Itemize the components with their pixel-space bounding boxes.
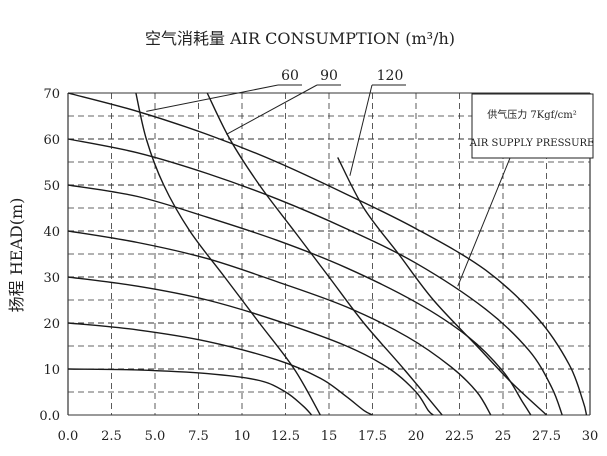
consumption-curve-90 — [206, 92, 443, 416]
x-tick-label: 2.5 — [101, 429, 122, 444]
tick-labels: 0.0 2.5 5.0 7.5 10 12.5 15 17.5 20 22.5 25 27.5 30 0.… — [39, 87, 598, 444]
x-tick-label: 15 — [321, 429, 338, 444]
series-line-7 — [67, 92, 588, 416]
x-tick-label: 12.5 — [271, 429, 300, 444]
x-tick-label: 10 — [234, 429, 251, 444]
y-tick-label: 40 — [43, 225, 60, 240]
x-tick-label: 5.0 — [145, 429, 166, 444]
y-tick-label: 50 — [43, 179, 60, 194]
consumption-leader-line — [226, 84, 318, 135]
x-tick-label: 7.5 — [188, 429, 209, 444]
legend-line1: 供气压力 7Kgf/cm² — [487, 108, 577, 121]
series-line-3 — [67, 276, 434, 416]
legend-box — [471, 93, 594, 159]
series-line-6 — [67, 138, 563, 416]
legend-leader-line — [457, 157, 511, 287]
x-tick-label: 0.0 — [58, 429, 79, 444]
chart-title: 空气消耗量 AIR CONSUMPTION (m³/h) — [145, 29, 455, 48]
consumption-curve-60 — [135, 92, 321, 416]
legend-line2: AIR SUPPLY PRESSURE — [469, 138, 595, 149]
y-tick-label: 20 — [43, 317, 60, 332]
consumption-label-120: 120 — [377, 68, 404, 84]
x-tick-label: 17.5 — [358, 429, 387, 444]
y-tick-label: 60 — [43, 133, 60, 148]
y-tick-label: 70 — [43, 87, 60, 102]
consumption-leader-line — [349, 84, 373, 176]
x-tick-label: 27.5 — [532, 429, 561, 444]
series-line-4 — [67, 230, 492, 416]
y-tick-label: 10 — [43, 363, 60, 378]
y-axis-label: 扬程 HEAD(m) — [7, 198, 26, 313]
consumption-leader-line — [146, 84, 279, 112]
y-tick-label: 0.0 — [39, 409, 60, 424]
y-tick-label: 30 — [43, 271, 60, 286]
consumption-label-90: 90 — [320, 68, 338, 84]
x-tick-label: 30 — [582, 429, 599, 444]
series-line-1 — [67, 368, 313, 416]
x-tick-label: 20 — [408, 429, 425, 444]
series-group — [67, 92, 588, 416]
consumption-callouts: 60 90 120 — [146, 68, 511, 287]
series-line-2 — [67, 322, 373, 416]
x-tick-label: 22.5 — [445, 429, 474, 444]
consumption-label-60: 60 — [281, 68, 299, 84]
consumption-curve-120 — [337, 157, 547, 416]
x-tick-label: 25 — [495, 429, 512, 444]
